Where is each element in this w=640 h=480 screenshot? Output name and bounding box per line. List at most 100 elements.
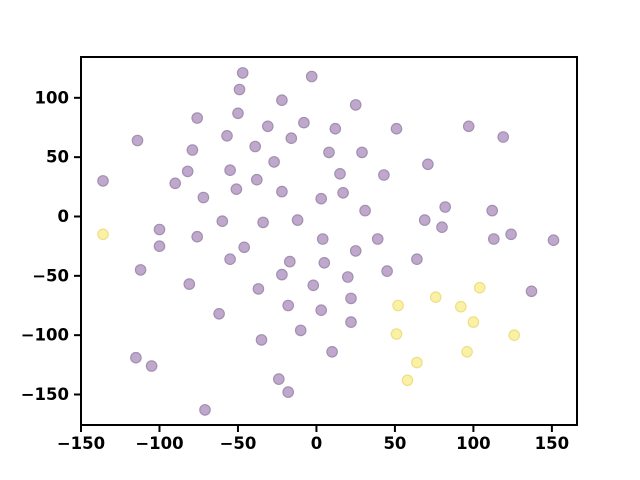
scatter-point-cluster-purple	[307, 279, 320, 292]
scatter-point-cluster-purple	[525, 285, 538, 298]
scatter-point-cluster-purple	[291, 214, 304, 226]
scatter-point-cluster-purple	[134, 264, 147, 276]
scatter-point-cluster-purple	[232, 107, 244, 120]
scatter-point-cluster-yellow	[461, 345, 473, 358]
scatter-points-layer	[97, 67, 560, 416]
scatter-point-cluster-purple	[497, 131, 509, 143]
scatter-point-cluster-purple	[276, 268, 288, 281]
scatter-point-cluster-purple	[268, 156, 280, 168]
scatter-point-cluster-purple	[230, 183, 243, 195]
scatter-point-cluster-purple	[337, 187, 349, 199]
scatter-point-cluster-yellow	[508, 329, 520, 341]
scatter-point-cluster-purple	[272, 373, 285, 385]
scatter-point-cluster-purple	[486, 204, 498, 217]
scatter-point-cluster-yellow	[429, 291, 442, 303]
scatter-point-cluster-purple	[315, 192, 327, 205]
scatter-point-cluster-purple	[349, 245, 362, 257]
x-axis-tick-label: −100	[135, 434, 183, 453]
scatter-point-cluster-purple	[294, 324, 307, 337]
scatter-point-cluster-purple	[197, 191, 210, 204]
scatter-point-cluster-purple	[359, 204, 371, 217]
x-axis-tick-label: 150	[535, 434, 569, 453]
scatter-point-cluster-purple	[439, 201, 451, 213]
y-axis-tick-label: 100	[35, 88, 69, 107]
scatter-point-cluster-purple	[349, 99, 362, 111]
y-axis-tick-label: −100	[21, 326, 69, 345]
scatter-point-cluster-purple	[285, 132, 298, 144]
scatter-point-cluster-purple	[283, 255, 296, 268]
y-axis-tick-label: −150	[21, 385, 69, 404]
scatter-point-cluster-purple	[316, 233, 329, 245]
scatter-point-cluster-purple	[183, 278, 196, 290]
scatter-point-cluster-purple	[169, 177, 181, 190]
scatter-point-cluster-purple	[341, 271, 354, 283]
y-axis-tick-label: −50	[32, 266, 69, 285]
x-axis-tick-label: 0	[311, 434, 322, 453]
scatter-point-cluster-purple	[298, 116, 310, 129]
scatter-point-cluster-purple	[199, 404, 211, 416]
scatter-point-cluster-purple	[282, 299, 294, 312]
scatter-point-cluster-purple	[191, 112, 203, 124]
scatter-point-cluster-purple	[131, 134, 144, 147]
plot-area-border	[80, 56, 578, 426]
scatter-point-cluster-purple	[323, 146, 335, 159]
x-axis-tick-label: −50	[220, 434, 257, 453]
scatter-point-cluster-purple	[378, 169, 390, 181]
scatter-point-cluster-purple	[334, 168, 346, 180]
scatter-point-cluster-yellow	[473, 281, 486, 294]
scatter-point-cluster-purple	[547, 234, 560, 246]
scatter-point-cluster-yellow	[454, 300, 467, 313]
scatter-point-cluster-purple	[191, 230, 203, 243]
scatter-point-cluster-purple	[250, 173, 263, 186]
scatter-point-cluster-purple	[238, 241, 250, 254]
scatter-point-cluster-purple	[130, 351, 142, 364]
scatter-point-cluster-purple	[411, 253, 423, 266]
axis-tick-labels-layer: −150 −100 −50 0 50 100 150 100 50 0 −50 −100 −150	[21, 88, 569, 453]
scatter-point-cluster-purple	[97, 175, 109, 187]
scatter-point-cluster-purple	[236, 67, 249, 79]
scatter-point-cluster-purple	[345, 316, 357, 328]
scatter-point-cluster-purple	[318, 256, 331, 269]
scatter-point-cluster-purple	[390, 122, 403, 135]
scatter-point-cluster-purple	[315, 304, 327, 316]
scatter-point-cluster-purple	[329, 122, 342, 135]
scatter-point-cluster-purple	[345, 292, 357, 305]
scatter-point-cluster-purple	[153, 223, 166, 236]
scatter-point-cluster-purple	[422, 158, 434, 171]
scatter-point-cluster-purple	[257, 216, 269, 229]
y-axis-tick-label: 0	[58, 207, 69, 226]
scatter-point-cluster-purple	[233, 83, 246, 96]
scatter-point-cluster-purple	[181, 165, 194, 178]
scatter-point-cluster-purple	[252, 283, 265, 295]
scatter-point-cluster-yellow	[390, 328, 403, 340]
scatter-point-cluster-purple	[305, 70, 318, 83]
axis-ticks-layer	[74, 96, 553, 432]
scatter-point-cluster-purple	[436, 221, 448, 233]
scatter-point-cluster-purple	[381, 265, 393, 277]
scatter-point-cluster-yellow	[97, 228, 109, 241]
scatter-point-cluster-purple	[371, 233, 384, 245]
scatter-point-cluster-purple	[261, 120, 274, 133]
scatter-point-cluster-purple	[224, 164, 236, 176]
x-axis-tick-label: 50	[383, 434, 406, 453]
scatter-point-cluster-yellow	[401, 374, 414, 387]
scatter-point-cluster-purple	[221, 130, 233, 142]
scatter-point-cluster-purple	[487, 233, 500, 245]
x-axis-tick-label: 100	[456, 434, 490, 453]
scatter-point-cluster-purple	[418, 214, 431, 226]
scatter-point-cluster-purple	[326, 345, 338, 358]
scatter-point-cluster-purple	[145, 360, 158, 372]
scatter-point-cluster-purple	[462, 120, 475, 133]
scatter-point-cluster-purple	[356, 146, 368, 159]
scatter-point-cluster-yellow	[392, 299, 404, 312]
scatter-point-cluster-purple	[224, 253, 236, 266]
scatter-point-cluster-purple	[186, 144, 199, 156]
scatter-point-cluster-purple	[216, 215, 229, 227]
scatter-point-cluster-purple	[213, 307, 225, 320]
scatter-point-cluster-purple	[276, 94, 288, 106]
scatter-point-cluster-purple	[255, 334, 268, 346]
scatter-point-cluster-purple	[276, 185, 288, 198]
scatter-point-cluster-purple	[505, 228, 517, 241]
